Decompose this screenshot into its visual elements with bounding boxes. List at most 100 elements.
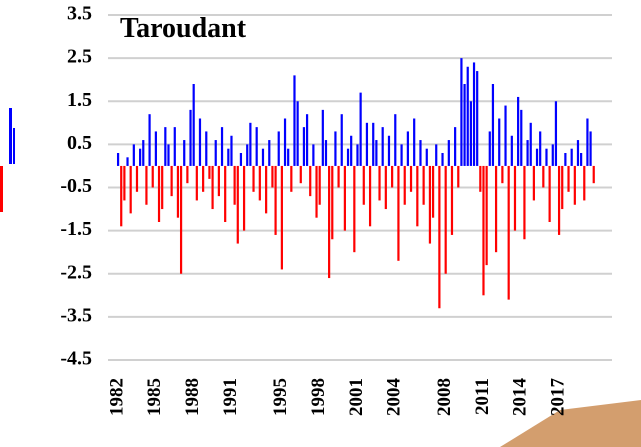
bar bbox=[312, 144, 315, 166]
bar bbox=[280, 165, 283, 270]
bar bbox=[126, 157, 129, 166]
bar bbox=[337, 165, 340, 188]
x-tick-label: 1998 bbox=[308, 378, 329, 416]
bar bbox=[318, 165, 321, 205]
bar bbox=[315, 165, 318, 218]
x-tick-label: 1985 bbox=[144, 378, 165, 416]
bar bbox=[567, 165, 570, 192]
bar bbox=[365, 122, 369, 166]
bar bbox=[217, 165, 220, 197]
bar bbox=[431, 165, 435, 218]
bar bbox=[532, 165, 535, 201]
bar bbox=[179, 165, 183, 274]
bar bbox=[183, 140, 186, 166]
bar bbox=[592, 165, 595, 184]
bar bbox=[350, 135, 353, 166]
bar bbox=[302, 127, 306, 166]
bar bbox=[457, 165, 460, 188]
bar bbox=[198, 118, 202, 166]
bar bbox=[246, 144, 249, 166]
y-tick-label: 2.5 bbox=[67, 46, 92, 68]
decoration-arrow bbox=[500, 400, 641, 447]
y-tick-label: -0.5 bbox=[60, 175, 92, 197]
bar bbox=[469, 101, 472, 166]
bar bbox=[132, 144, 135, 166]
bar bbox=[425, 148, 428, 166]
bar bbox=[220, 127, 224, 166]
bar bbox=[167, 144, 170, 166]
bar bbox=[375, 140, 378, 166]
bar bbox=[529, 122, 532, 166]
bar bbox=[450, 165, 454, 235]
bar bbox=[224, 165, 227, 222]
bar bbox=[362, 165, 365, 205]
bar bbox=[157, 165, 161, 222]
bar bbox=[438, 165, 441, 309]
chart-title: Taroudant bbox=[120, 13, 247, 44]
bar bbox=[387, 135, 391, 166]
bar bbox=[368, 165, 372, 227]
bar bbox=[523, 165, 526, 240]
bar bbox=[309, 165, 312, 197]
bar bbox=[186, 165, 189, 184]
bar bbox=[230, 135, 233, 166]
bar bbox=[202, 165, 205, 192]
bar bbox=[293, 75, 296, 166]
bar bbox=[255, 127, 258, 166]
bar bbox=[214, 140, 217, 166]
bar bbox=[252, 165, 255, 192]
bar bbox=[353, 165, 356, 253]
bar bbox=[340, 114, 343, 166]
y-tick-label: -3.5 bbox=[60, 304, 92, 326]
bar bbox=[589, 131, 592, 166]
bar bbox=[205, 131, 208, 166]
x-tick-label: 2004 bbox=[384, 378, 405, 417]
bar bbox=[170, 165, 173, 197]
bar bbox=[283, 118, 287, 166]
bar bbox=[161, 165, 164, 210]
bar bbox=[586, 118, 589, 166]
bar bbox=[343, 165, 346, 231]
bar bbox=[488, 131, 491, 166]
y-tick-label: 3.5 bbox=[67, 3, 92, 25]
bar bbox=[236, 165, 239, 244]
bar bbox=[120, 165, 123, 227]
bar bbox=[123, 165, 126, 201]
bar bbox=[441, 153, 444, 166]
bar bbox=[517, 96, 520, 166]
x-tick-label: 2001 bbox=[346, 378, 367, 416]
bar bbox=[510, 135, 513, 166]
neighbor-chart-fragment bbox=[0, 166, 3, 212]
bar bbox=[334, 131, 337, 166]
bar bbox=[265, 165, 268, 214]
bar bbox=[211, 165, 214, 210]
x-tick-label: 2017 bbox=[547, 378, 568, 417]
bar bbox=[520, 109, 523, 166]
x-tick-label: 2008 bbox=[434, 378, 455, 416]
bar bbox=[324, 140, 328, 166]
bar bbox=[539, 131, 542, 166]
bar bbox=[391, 165, 394, 188]
bar bbox=[274, 165, 277, 235]
bar bbox=[296, 101, 299, 166]
bar bbox=[261, 148, 265, 166]
bar bbox=[545, 148, 548, 166]
bar bbox=[242, 165, 246, 231]
bar bbox=[406, 131, 409, 166]
bar bbox=[233, 165, 236, 205]
bar bbox=[173, 127, 176, 166]
bar bbox=[573, 165, 576, 205]
bar bbox=[145, 165, 148, 205]
bar bbox=[526, 140, 529, 166]
bar bbox=[176, 165, 180, 218]
bar bbox=[328, 165, 331, 279]
bar bbox=[381, 127, 384, 166]
y-tick-label: -2.5 bbox=[60, 261, 92, 283]
bar bbox=[192, 84, 195, 166]
bar bbox=[271, 165, 274, 188]
x-tick-label: 2011 bbox=[472, 378, 493, 415]
bar bbox=[463, 84, 466, 166]
x-tick-label: 1988 bbox=[182, 378, 203, 416]
